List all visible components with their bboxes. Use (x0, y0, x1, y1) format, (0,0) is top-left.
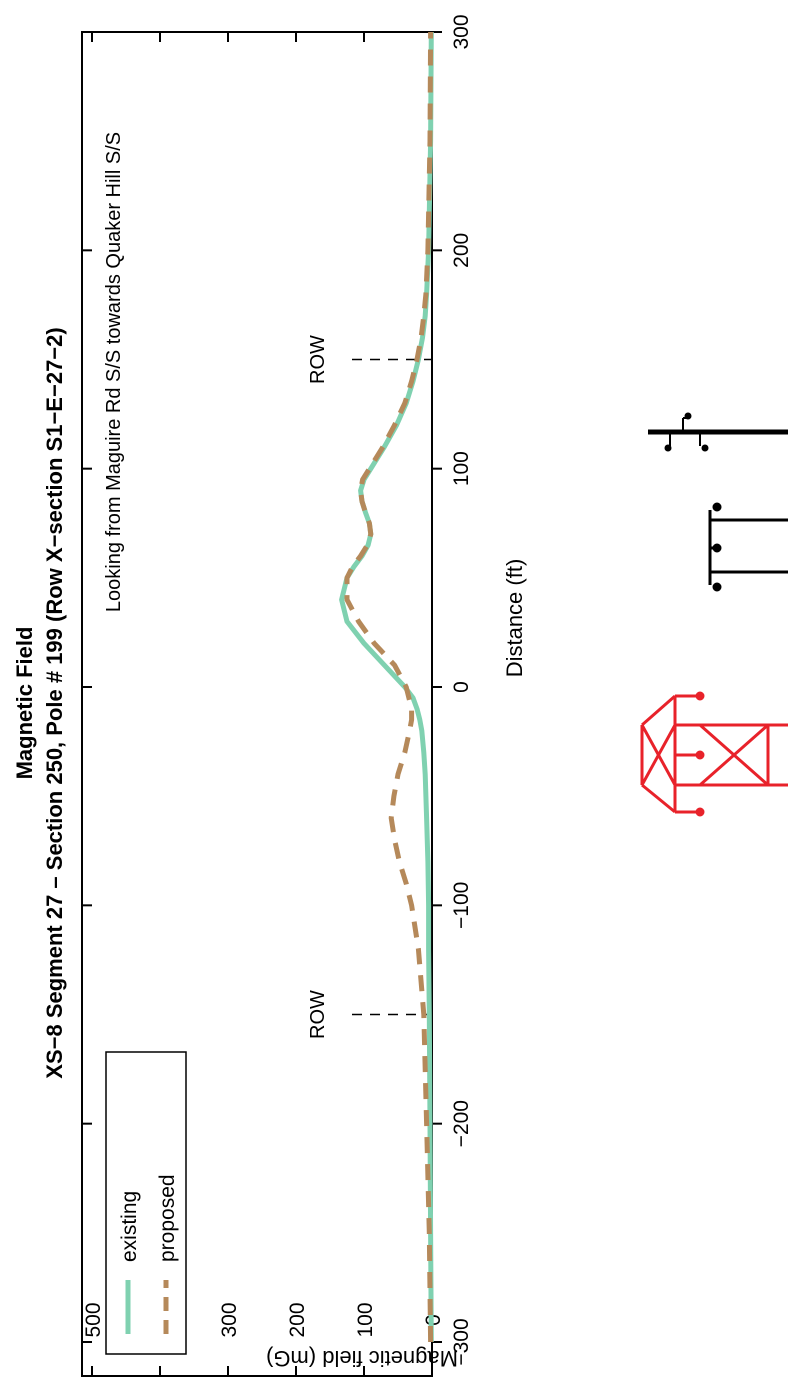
existing-lattice-tower-icon (640, 691, 788, 817)
y-tick-label: 300 (218, 1302, 241, 1337)
x-tick-label: 300 (450, 14, 473, 49)
x-tick-label: −300 (450, 1318, 473, 1365)
legend-box (105, 1051, 187, 1355)
y-tick-label: 100 (354, 1302, 377, 1337)
series-line-proposed (344, 31, 434, 1343)
y-tick-label: 500 (82, 1302, 105, 1337)
axis-ticks: −300−200−10001002003000100200300400500 (82, 14, 473, 1376)
single-pole-structure-icon (648, 412, 788, 452)
legend-existing-label: existing (118, 1191, 141, 1262)
row-label: ROW (307, 335, 329, 384)
x-tick-label: 0 (450, 681, 473, 693)
legend: existing proposed (105, 1051, 187, 1355)
x-tick-label: 100 (450, 451, 473, 486)
y-axis-label: Magnetic field (mG) (266, 1346, 458, 1371)
chart-subtitle: XS−8 Segment 27 – Section 250, Pole # 19… (42, 327, 67, 1078)
chart-annotation: Looking from Maguire Rd S/S towards Quak… (103, 132, 125, 612)
plot-frame (81, 31, 433, 1377)
y-tick-label: 200 (286, 1302, 309, 1337)
legend-proposed-label: proposed (156, 1174, 179, 1262)
x-tick-label: −100 (450, 882, 473, 929)
x-tick-label: 200 (450, 233, 473, 268)
x-axis-label: Distance (ft) (502, 559, 527, 678)
row-markers: ROW ROW (307, 335, 432, 1039)
x-tick-label: −200 (450, 1100, 473, 1147)
row-label: ROW (307, 990, 329, 1039)
series-group (339, 31, 434, 1343)
chart-title: Magnetic Field (12, 627, 37, 780)
series-line-existing (339, 31, 434, 1343)
h-frame-structure-icon (708, 502, 788, 592)
